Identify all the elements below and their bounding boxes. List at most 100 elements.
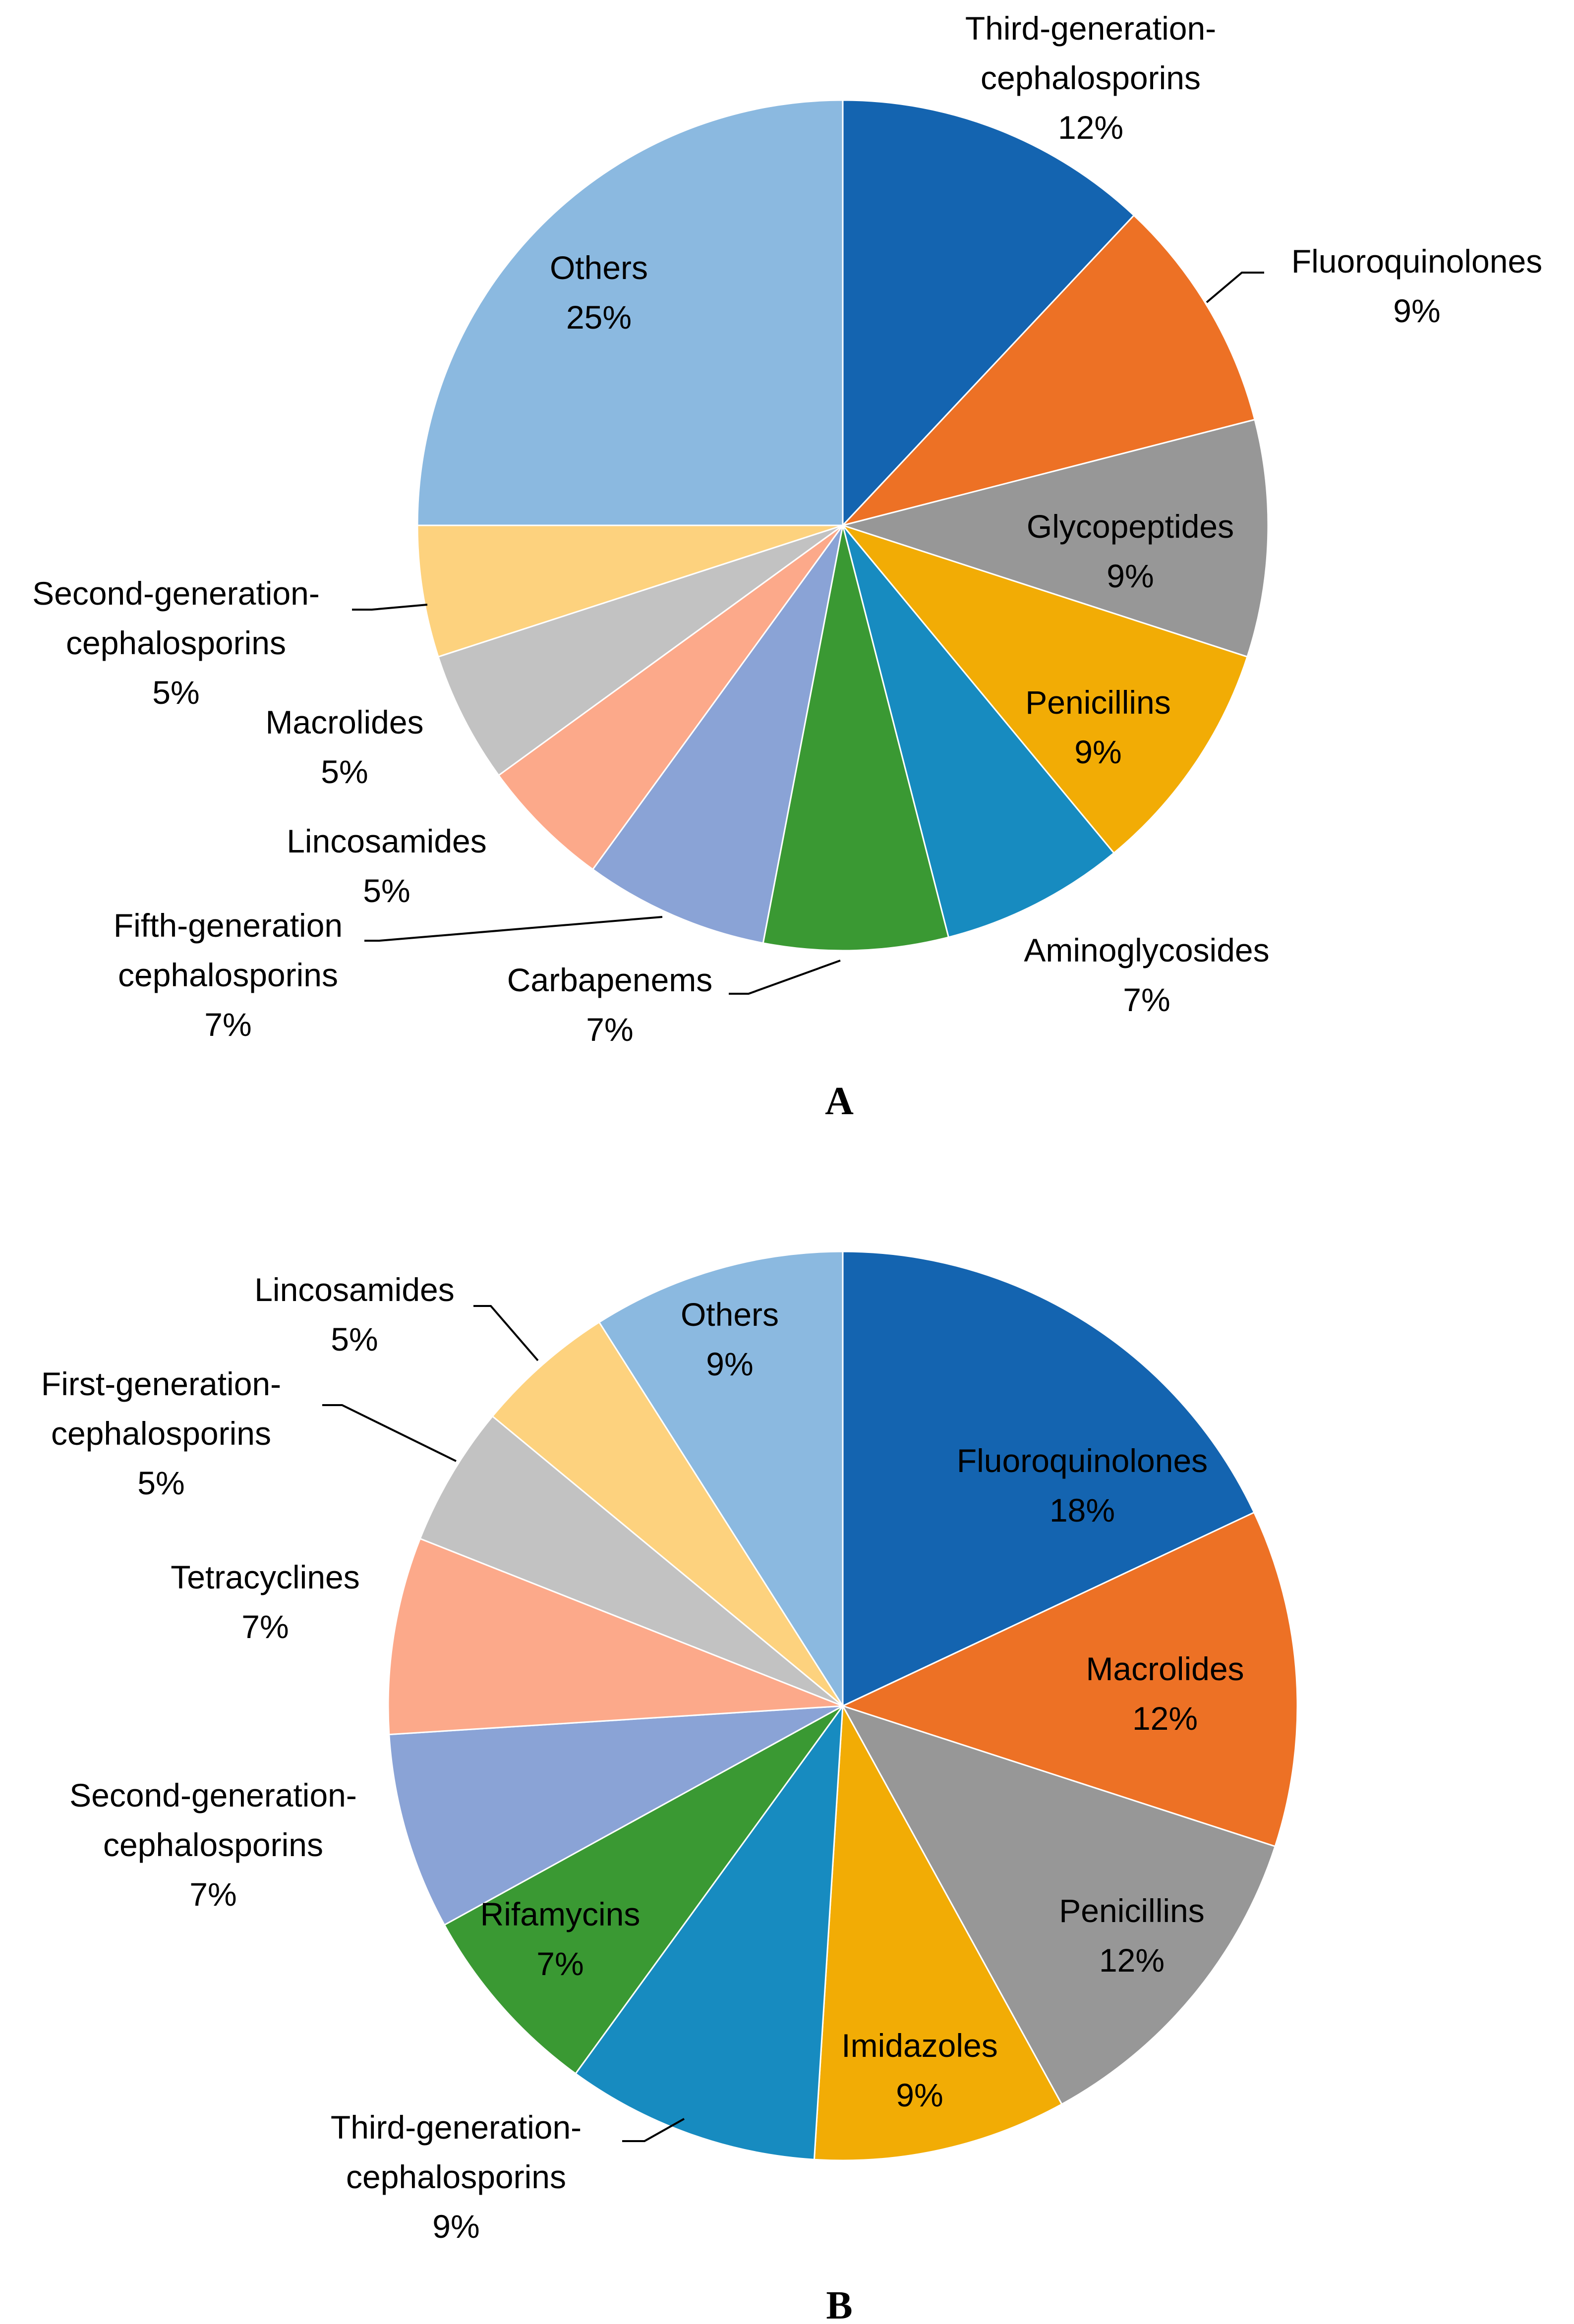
label-name-line: Third-generation- [965, 10, 1216, 47]
label-name-line: First-generation- [41, 1365, 281, 1402]
pie-a-label-second-generation-cephalosporins: Second-generation-cephalosporins 5% [32, 575, 320, 711]
label-name-line: Second-generation- [32, 575, 320, 612]
label-name-line: cephalosporins [51, 1415, 271, 1452]
pie-a-leader-fifth-generation-cephalosporins [364, 916, 663, 942]
label-percent: 5% [331, 1321, 378, 1358]
label-name-line: Fluoroquinolones [1291, 243, 1542, 280]
label-name-line: cephalosporins [103, 1826, 323, 1863]
label-percent: 18% [1049, 1492, 1115, 1529]
label-name-line: Fifth-generation [114, 907, 343, 944]
pie-a-slice-others [416, 99, 844, 526]
pie-b-slice-rifamycins [443, 1705, 844, 2075]
label-percent: 9% [1074, 734, 1121, 770]
label-percent: 9% [1107, 558, 1154, 594]
label-percent: 9% [432, 2208, 479, 2245]
label-name-line: Tetracyclines [171, 1559, 359, 1595]
pie-b-label-others: Others 9% [681, 1296, 779, 1382]
label-name-line: Lincosamides [287, 823, 487, 859]
label-percent: 7% [1123, 981, 1170, 1018]
pie-b-slice-macrolides [840, 1511, 1298, 1848]
pie-a-label-glycopeptides: Glycopeptides 9% [1027, 508, 1234, 594]
label-percent: 7% [241, 1608, 289, 1645]
pie-a-label-penicillins: Penicillins 9% [1025, 684, 1170, 770]
pie-a-slice-penicillins [840, 523, 1248, 854]
pie-a-leader-carbapenems [729, 960, 841, 995]
label-name-line: Penicillins [1059, 1892, 1204, 1929]
label-name-line: Others [550, 249, 648, 286]
pie-b-leader-third-generation-cephalosporins [622, 2118, 685, 2142]
pie-a-label-fluoroquinolones: Fluoroquinolones 9% [1291, 243, 1542, 329]
pie-b-label-lincosamides: Lincosamides 5% [254, 1271, 455, 1358]
pie-b-slice-others [598, 1250, 844, 1709]
pie-a-leader-second-generation-cephalosporins [352, 604, 428, 611]
panel-label-b: B [826, 2284, 852, 2324]
pie-a-slice-lincosamides [497, 524, 844, 871]
label-percent: 12% [1132, 1700, 1198, 1737]
pie-a-slice-aminoglycosides [842, 525, 1115, 938]
label-name-line: Macrolides [265, 704, 423, 740]
label-name-line: Carbapenems [507, 962, 713, 998]
pie-b-slice-first-generation-cephalosporins [419, 1415, 843, 1707]
label-percent: 7% [536, 1945, 583, 1982]
pie-a-label-lincosamides: Lincosamides 5% [287, 823, 487, 909]
pie-b-label-tetracyclines: Tetracyclines 7% [171, 1559, 359, 1645]
label-name-line: cephalosporins [981, 59, 1201, 96]
label-name-line: Glycopeptides [1027, 508, 1234, 545]
pie-a-slice-second-generation-cephalosporins [416, 524, 843, 658]
pie-a-label-third-generation-cephalosporins: Third-generation-cephalosporins 12% [965, 10, 1216, 146]
label-name-line: Imidazoles [841, 2027, 997, 2064]
pie-a-label-aminoglycosides: Aminoglycosides 7% [1024, 932, 1269, 1018]
pie-b-slice-second-generation-cephalosporins [388, 1705, 843, 1926]
pie-a-label-carbapenems: Carbapenems 7% [507, 962, 713, 1048]
pie-a-slice-macrolides [437, 524, 843, 777]
pie-b-label-first-generation-cephalosporins: First-generation-cephalosporins 5% [41, 1365, 281, 1501]
label-name-line: Third-generation- [331, 2109, 582, 2146]
pie-b-slice-third-generation-cephalosporins [574, 1703, 844, 2160]
label-percent: 12% [1099, 1942, 1165, 1979]
label-percent: 7% [189, 1876, 236, 1913]
pie-b-leader-lincosamides [473, 1305, 539, 1361]
pie-a-label-others: Others 25% [550, 249, 648, 336]
pie-b-slice-penicillins [841, 1704, 1277, 2105]
label-name-line: cephalosporins [118, 957, 338, 993]
pie-b-label-third-generation-cephalosporins: Third-generation-cephalosporins 9% [331, 2109, 582, 2245]
pie-a-leader-fluoroquinolones [1206, 272, 1264, 303]
pie-b-leader-first-generation-cephalosporins [322, 1404, 457, 1462]
pie-a-slice-fluoroquinolones [840, 214, 1256, 527]
pie-b-label-macrolides: Macrolides 12% [1086, 1650, 1244, 1737]
pie-chart-b: Fluoroquinolones 18% Macrolides 12% Penicill… [41, 1250, 1298, 2245]
pie-a-label-fifth-generation-cephalosporins: Fifth-generation cephalosporins 7% [114, 907, 343, 1043]
pie-b-label-rifamycins: Rifamycins 7% [480, 1896, 641, 1982]
label-percent: 7% [204, 1006, 251, 1043]
label-percent: 9% [896, 2077, 943, 2113]
label-name-line: Penicillins [1025, 684, 1170, 721]
label-percent: 7% [586, 1011, 633, 1048]
pie-b-slice-imidazoles [813, 1703, 1063, 2161]
label-name-line: Rifamycins [480, 1896, 641, 1932]
label-name-line: Second-generation- [69, 1777, 357, 1814]
pie-b-label-imidazoles: Imidazoles 9% [841, 2027, 997, 2113]
panel-label-a: A [825, 1079, 854, 1123]
pie-b-label-fluoroquinolones: Fluoroquinolones 18% [957, 1442, 1208, 1529]
label-percent: 5% [321, 753, 368, 790]
pie-b-slice-tetracyclines [387, 1537, 843, 1736]
label-name-line: Fluoroquinolones [957, 1442, 1208, 1479]
pie-b-label-second-generation-cephalosporins: Second-generation-cephalosporins 7% [69, 1777, 357, 1913]
label-percent: 5% [363, 872, 410, 909]
pie-b-slice-lincosamides [491, 1321, 844, 1707]
label-percent: 12% [1058, 109, 1123, 146]
label-name-line: cephalosporins [66, 624, 286, 661]
label-name-line: Aminoglycosides [1024, 932, 1269, 968]
label-percent: 9% [706, 1346, 753, 1382]
pie-a-label-macrolides: Macrolides 5% [265, 704, 423, 790]
label-percent: 25% [566, 299, 632, 336]
pie-b-slice-fluoroquinolones [842, 1250, 1255, 1707]
pie-a-slice-third-generation-cephalosporins [842, 99, 1135, 527]
pie-a-slice-carbapenems [762, 525, 950, 952]
pie-a-slice-glycopeptides [840, 418, 1269, 658]
label-name-line: Lincosamides [254, 1271, 455, 1308]
label-percent: 9% [1393, 292, 1440, 329]
pie-a-slice-fifth-generation-cephalosporins [591, 525, 844, 944]
label-percent: 5% [137, 1465, 184, 1501]
